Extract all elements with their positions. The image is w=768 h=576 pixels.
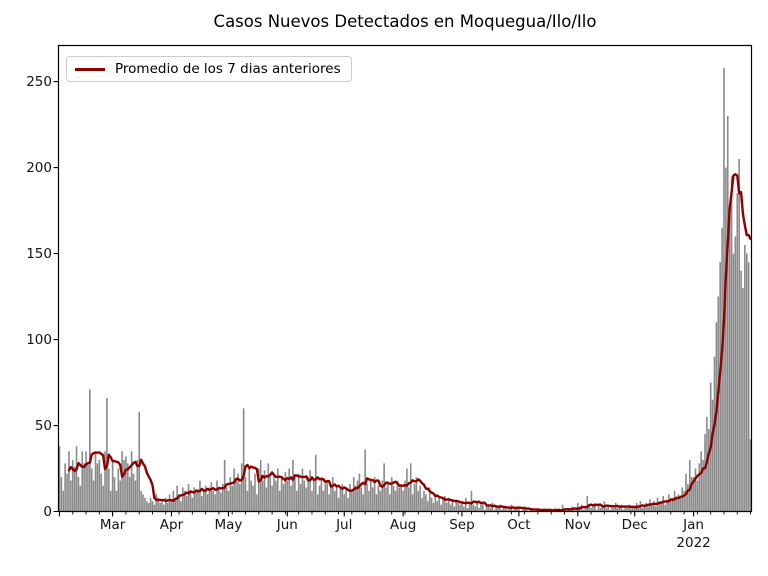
x-tick-year-label: 2022 xyxy=(676,535,711,551)
x-tick-label: Jun xyxy=(276,517,298,533)
y-tick-label: 0 xyxy=(43,503,52,520)
x-tick-label: Nov xyxy=(564,517,591,533)
x-tick-label: Mar xyxy=(99,517,126,533)
y-tick-label: 250 xyxy=(26,73,52,90)
x-tick-label: Oct xyxy=(507,517,531,533)
y-tick-label: 200 xyxy=(26,159,52,176)
x-tick-label: Jul xyxy=(336,517,353,533)
legend: Promedio de los 7 dias anteriores xyxy=(66,56,352,82)
y-tick-label: 150 xyxy=(26,245,52,262)
x-tick-label: May xyxy=(214,517,243,533)
x-tick-label: Aug xyxy=(389,517,417,533)
y-tick-label: 50 xyxy=(34,417,52,434)
x-tick-label: Sep xyxy=(449,517,475,533)
x-tick-label: Apr xyxy=(159,517,184,533)
x-tick-label: Dec xyxy=(621,517,648,533)
y-tick-label: 100 xyxy=(26,331,52,348)
legend-label: Promedio de los 7 dias anteriores xyxy=(115,61,341,77)
legend-line-swatch xyxy=(75,67,105,71)
x-tick-label: Jan xyxy=(683,517,704,533)
